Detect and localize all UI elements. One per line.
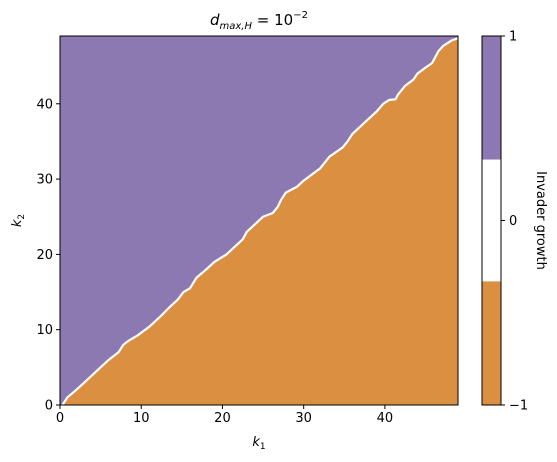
chart-title: dmax,H = 10−2 xyxy=(210,10,308,32)
y-tick-label: 0 xyxy=(45,399,53,414)
colorbar-tick-label: −1 xyxy=(509,399,528,414)
x-tick-label: 20 xyxy=(214,411,231,426)
plot-frame xyxy=(59,35,459,406)
colorbar: 1 0 −1 Invader growth xyxy=(481,30,548,414)
y-axis-label: k2 xyxy=(10,214,27,227)
x-axis-label: k1 xyxy=(252,435,265,452)
colorbar-segment xyxy=(482,36,501,160)
x-tick-label: 30 xyxy=(295,411,312,426)
colorbar-label: Invader growth xyxy=(533,171,548,270)
y-tick-label: 10 xyxy=(36,323,53,338)
x-tick-label: 0 xyxy=(56,411,64,426)
colorbar-segment xyxy=(482,281,501,405)
axes: 0 10 20 30 40 0 10 20 30 40 xyxy=(36,35,459,426)
x-tick-label: 10 xyxy=(133,411,150,426)
y-tick-label: 40 xyxy=(36,97,53,112)
boundary-line xyxy=(61,37,459,406)
region-lower-right xyxy=(62,38,458,405)
x-tick-label: 40 xyxy=(377,411,394,426)
colorbar-segment xyxy=(482,159,501,282)
colorbar-tick-label: 0 xyxy=(509,214,517,229)
plot-area xyxy=(60,36,459,406)
labels: dmax,H = 10−2 k1 k2 xyxy=(10,10,308,452)
y-tick-label: 30 xyxy=(36,173,53,188)
colorbar-tick-label: 1 xyxy=(509,30,517,45)
y-tick-label: 20 xyxy=(36,248,53,263)
